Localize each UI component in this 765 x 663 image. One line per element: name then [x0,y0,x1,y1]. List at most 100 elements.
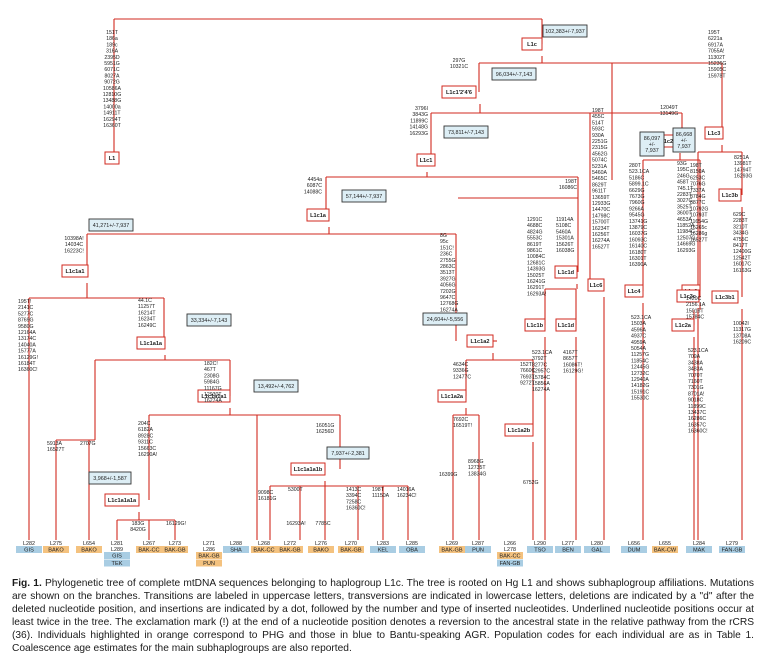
mutation-label: 16301T [629,256,647,262]
mutation-label: 5074C [592,158,608,164]
mutation-label: 14470C [592,207,610,213]
mutation-label: 16274A [440,307,458,313]
mutation-label: 6253C [690,175,706,181]
mutation-label: 189c [106,42,118,48]
mutation-label: 16129G! [563,369,583,375]
mutation-label: 12542T [733,255,751,261]
mutation-label: 16241G [527,279,545,285]
population-code: BAK-GB [279,548,300,554]
population-tag [104,559,130,567]
mutation-label: 7693T [520,374,536,380]
age-estimate: 73,811+/-7,143 [448,130,484,136]
population-code: BAK-GB [164,548,185,554]
mutation-label: 195C [677,167,690,173]
mutation-label: 514T [592,120,605,126]
mutation-label: 16234C! [397,493,417,499]
mutation-label: 13149G [660,111,678,117]
mutation-label: 12933G [592,201,610,207]
mutation-label: 316A [106,49,119,55]
mutation-label: 9580G [18,324,34,330]
mutation-label: 14669G [677,242,695,248]
mutation-label: 3796I [415,106,428,112]
mutation-label: 16265c [690,225,707,231]
mutation-label: 4167T [563,350,579,356]
population-code: BAK-GB [441,548,462,554]
population-code: BAK-CW [654,548,677,554]
population-code: BAK-CC [253,548,274,554]
mutation-label: 15856A [532,381,550,387]
population-code: GAL [591,548,602,554]
mutation-label: 745.1T [677,186,694,192]
mutation-label: 15663C [138,446,156,452]
mutation-label: 11302T [708,55,726,61]
mutation-label: 9647C [440,295,456,301]
mutation-label: 5465C [592,176,608,182]
node-box-L1c3c [676,289,700,303]
mutation-label: 4562G [592,151,608,157]
mutation-label: 8784G [690,194,706,200]
mutation-label: 16291T [527,285,545,291]
mutation-label: 4056G [440,283,456,289]
age-estimate: 3,968+/-1,587 [93,476,126,482]
mutation-label: 9072G [104,80,120,86]
mutation-label: 14794T [734,167,752,173]
mutation-label: 16360C! [346,506,366,512]
mutation-label: 15777A [18,349,36,355]
mutation-label: 15016T [686,308,704,314]
population-tag [439,546,465,553]
population-code: BAKO [313,548,329,554]
mutation-label: 6087C [307,183,323,189]
mutation-label: 186a [106,36,118,42]
mutation-label: 16017C [733,262,751,268]
mutation-label: 8G [440,233,447,239]
mutation-label: 13708A [733,333,751,339]
node-label: L1c2a [675,323,692,329]
population-tag [251,546,277,553]
mutation-label: 3394C [346,493,362,499]
node-box-L1c3 [704,126,724,140]
mutation-label: 16519T! [453,423,472,429]
mutation-label: 7785C [315,521,331,527]
mutation-label: 12049T [660,105,678,111]
mutation-label: 14016A [397,487,415,493]
mutation-label: 6752G [523,480,539,486]
figure-caption: Fig. 1. Phylogenetic tree of complete mt… [12,577,754,655]
mutation-label: 151C! [440,245,454,251]
node-label: L1c4 [628,289,642,295]
mutation-label: 2755G [440,258,456,264]
age-estimate: 24,604+/-5,556 [427,317,463,323]
age-box [341,189,387,203]
mutation-label: 8769G [18,318,34,324]
mutation-label: 4454a [308,177,323,183]
node-label: L1 [109,156,116,162]
age-box [422,312,468,326]
mutation-label: 1413C [346,487,362,493]
mutation-label: 7202G [440,289,456,295]
age-estimate: 86,097 [644,136,661,142]
mutation-label: 14182G [631,383,649,389]
population-code: MAK [693,548,705,554]
mutation-label: 4755C [733,237,749,243]
mutation-label: 16293G [734,174,752,180]
node-label: L1c3 [708,131,721,137]
mutation-label: 236C [440,252,453,258]
age-estimate: 7,937 [645,148,659,154]
population-tag [277,546,303,553]
mutation-label: 7692C [453,417,469,423]
age-estimate: 13,492+/-4,762 [258,384,294,390]
mutation-label: 8701A! [688,391,704,397]
node-label: L1c3c [680,294,696,300]
mutation-label: 13174C [18,336,36,342]
age-estimate: +/- [681,138,688,144]
mutation-label: 16527T [47,447,65,453]
mutation-label: 5231A [592,164,608,170]
mutation-label: 15784C [686,315,704,321]
mutation-label: 14034C [65,242,83,248]
node-label: L1c1a2a [441,394,464,400]
individual-id: L270 [345,541,357,547]
mutation-label: 1420C [686,296,702,302]
node-box-L1c1a2b [504,423,534,437]
mutation-label: 523.1CA [532,350,553,356]
node-box-L1c1a1a1b [290,462,326,476]
mutation-label: 11317G [733,327,751,333]
